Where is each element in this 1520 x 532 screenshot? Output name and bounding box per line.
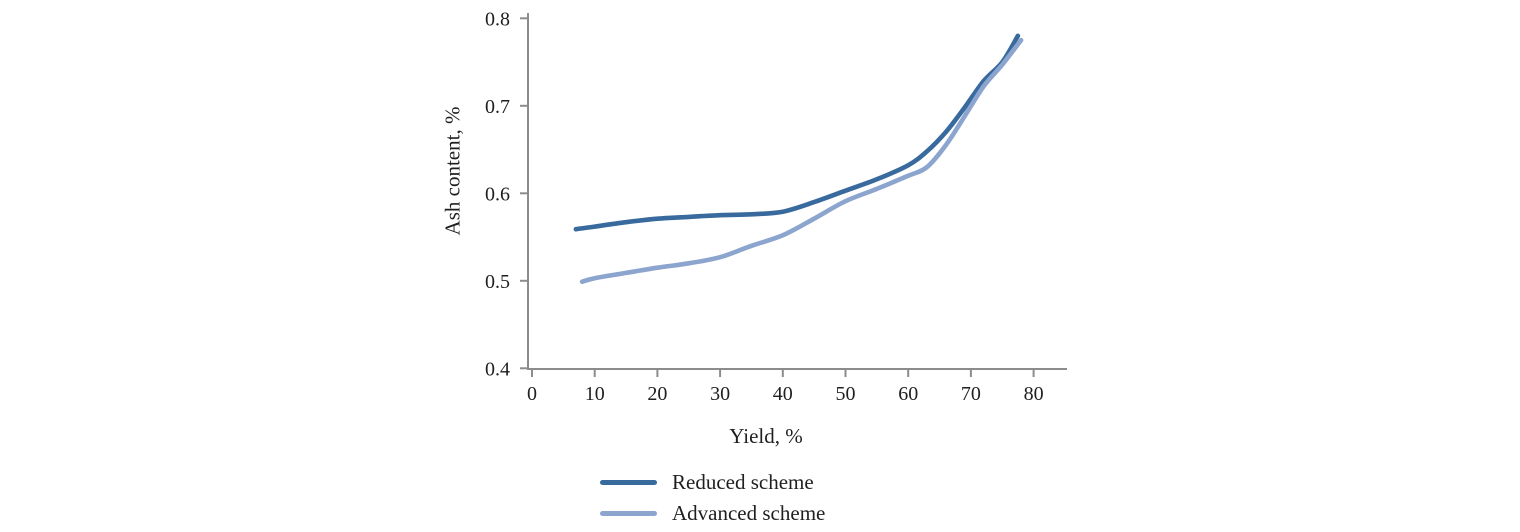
x-tick-label: 10 bbox=[585, 383, 605, 405]
x-tick-label: 70 bbox=[961, 383, 981, 405]
y-tick-label: 0.4 bbox=[485, 358, 510, 380]
legend-swatch-advanced-scheme bbox=[600, 510, 657, 516]
x-tick-label: 20 bbox=[647, 383, 667, 405]
x-tick-label: 30 bbox=[710, 383, 730, 405]
y-tick-label: 0.5 bbox=[485, 271, 510, 293]
series-line-advanced-scheme bbox=[579, 37, 1024, 284]
legend-swatch-reduced-scheme bbox=[600, 479, 657, 485]
x-axis-title: Yield, % bbox=[729, 424, 803, 448]
series-line-reduced-scheme bbox=[573, 33, 1021, 232]
y-tick-label: 0.6 bbox=[485, 183, 510, 205]
legend-label-reduced-scheme: Reduced scheme bbox=[672, 470, 814, 494]
legend-item-reduced-scheme: Reduced scheme bbox=[600, 470, 825, 494]
x-tick-label: 60 bbox=[898, 383, 918, 405]
legend-item-advanced-scheme: Advanced scheme bbox=[600, 501, 825, 525]
x-tick-label: 80 bbox=[1024, 383, 1044, 405]
x-tick-label: 50 bbox=[836, 383, 856, 405]
y-tick-label: 0.8 bbox=[485, 8, 510, 30]
x-tick-label: 40 bbox=[773, 383, 793, 405]
legend: Reduced scheme Advanced scheme bbox=[600, 470, 825, 525]
y-axis-title: Ash content, % bbox=[440, 106, 465, 236]
x-tick-label: 0 bbox=[527, 383, 537, 405]
y-tick-label: 0.7 bbox=[485, 96, 510, 118]
legend-label-advanced-scheme: Advanced scheme bbox=[672, 501, 826, 525]
